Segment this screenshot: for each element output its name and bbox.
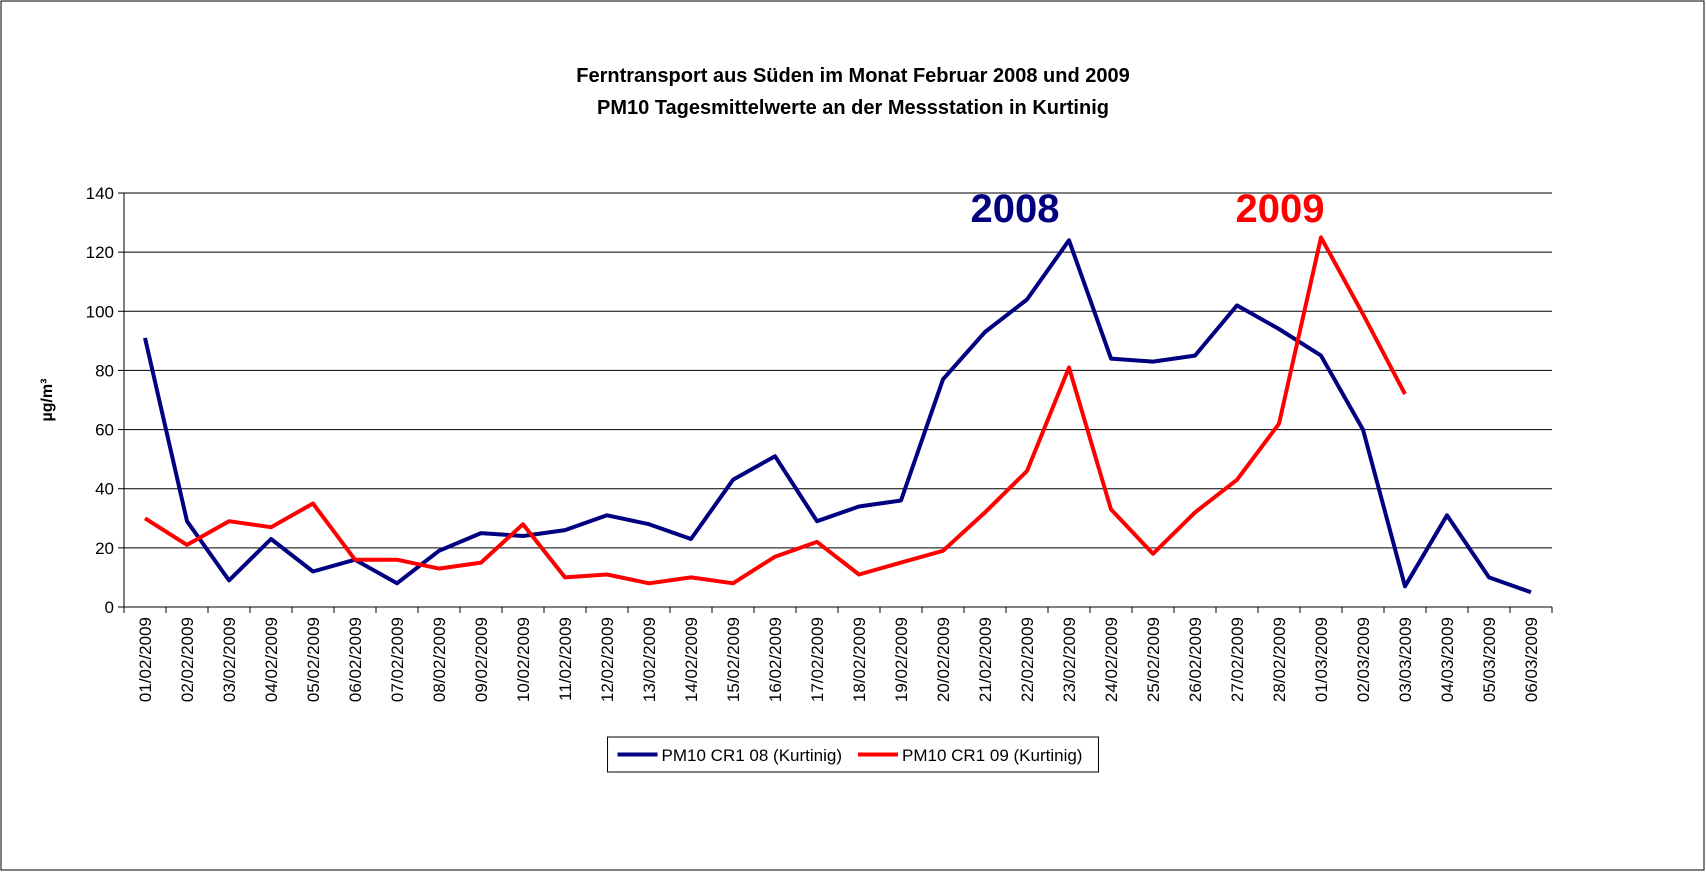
x-tick-label: 24/02/2009 xyxy=(1102,617,1121,702)
x-tick-label: 20/02/2009 xyxy=(934,617,953,702)
x-tick-label: 04/02/2009 xyxy=(262,617,281,702)
x-tick-label: 07/02/2009 xyxy=(388,617,407,702)
x-tick-label: 03/03/2009 xyxy=(1396,617,1415,702)
x-tick-label: 10/02/2009 xyxy=(514,617,533,702)
legend: PM10 CR1 08 (Kurtinig) PM10 CR1 09 (Kurti… xyxy=(607,736,1099,773)
y-tick-label: 20 xyxy=(95,539,114,558)
y-tick-label: 140 xyxy=(86,184,114,203)
chart-title: Ferntransport aus Süden im Monat Februar… xyxy=(576,65,1129,87)
y-tick-label: 100 xyxy=(86,302,114,321)
y-tick-label: 40 xyxy=(95,480,114,499)
y-tick-label: 0 xyxy=(105,598,114,617)
x-tick-label: 03/02/2009 xyxy=(220,617,239,702)
x-tick-label: 05/02/2009 xyxy=(304,617,323,702)
x-tick-label: 21/02/2009 xyxy=(976,617,995,702)
x-tick-label: 23/02/2009 xyxy=(1060,617,1079,702)
x-tick-label: 26/02/2009 xyxy=(1186,617,1205,702)
x-tick-label: 08/02/2009 xyxy=(430,617,449,702)
x-tick-label: 11/02/2009 xyxy=(556,617,575,701)
x-tick-label: 28/02/2009 xyxy=(1270,617,1289,702)
y-tick-label: 120 xyxy=(86,243,114,262)
x-tick-label: 25/02/2009 xyxy=(1144,617,1163,702)
x-tick-label: 17/02/2009 xyxy=(808,617,827,702)
annotation: 2009 xyxy=(1236,187,1325,231)
x-tick-label: 22/02/2009 xyxy=(1018,617,1037,702)
chart-subtitle: PM10 Tagesmittelwerte an der Messstation… xyxy=(597,97,1109,119)
x-tick-label: 05/03/2009 xyxy=(1480,617,1499,702)
y-tick-label: 60 xyxy=(95,421,114,440)
series-line xyxy=(143,238,1532,595)
x-tick-label: 01/03/2009 xyxy=(1312,617,1331,702)
x-tick-label: 19/02/2009 xyxy=(892,617,911,702)
legend-label: PM10 CR1 09 (Kurtinig) xyxy=(902,746,1082,765)
x-tick-label: 02/03/2009 xyxy=(1354,617,1373,702)
x-tick-label: 16/02/2009 xyxy=(766,617,785,702)
x-tick-label: 27/02/2009 xyxy=(1228,617,1247,702)
x-tick-label: 13/02/2009 xyxy=(640,617,659,702)
x-tick-label: 12/02/2009 xyxy=(598,617,617,702)
x-tick-label: 18/02/2009 xyxy=(850,617,869,702)
series-line xyxy=(143,235,1407,586)
legend-label: PM10 CR1 08 (Kurtinig) xyxy=(662,746,842,765)
x-tick-label: 04/03/2009 xyxy=(1438,617,1457,702)
x-tick-label: 01/02/2009 xyxy=(136,617,155,702)
x-tick-label: 06/02/2009 xyxy=(346,617,365,702)
x-tick-label: 06/03/2009 xyxy=(1522,617,1541,702)
x-tick-label: 15/02/2009 xyxy=(724,617,743,702)
x-tick-label: 09/02/2009 xyxy=(472,617,491,702)
x-tick-label: 14/02/2009 xyxy=(682,617,701,702)
annotation: 2008 xyxy=(971,187,1060,231)
legend-box xyxy=(607,736,1099,773)
x-tick-label: 02/02/2009 xyxy=(178,617,197,702)
y-tick-label: 80 xyxy=(95,361,114,380)
y-axis-label: µg/m³ xyxy=(39,379,56,422)
